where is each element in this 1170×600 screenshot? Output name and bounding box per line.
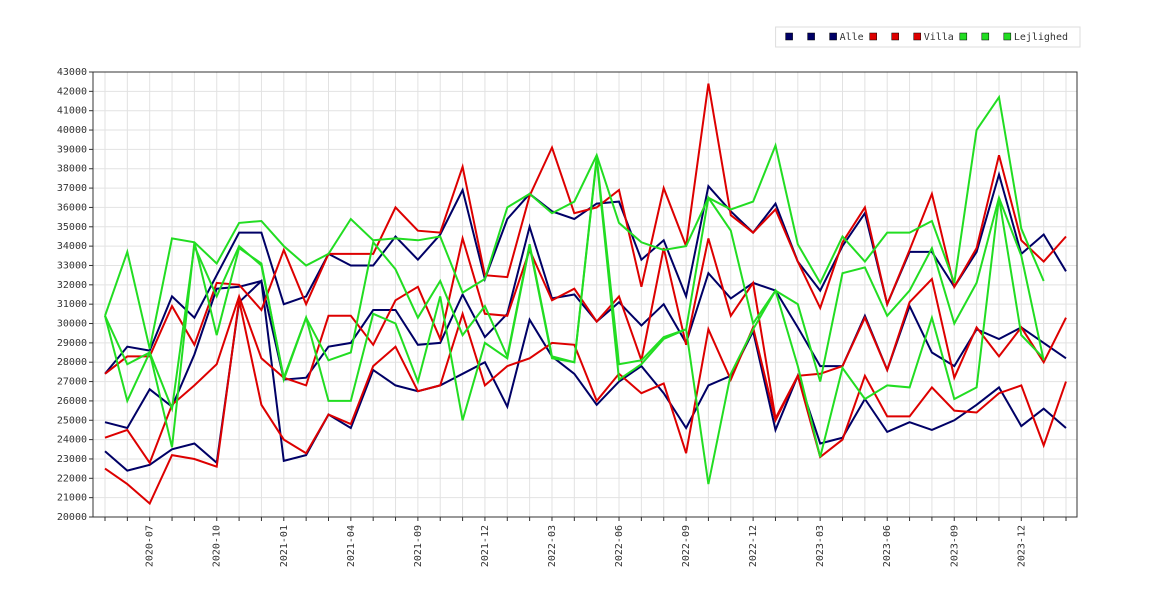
y-tick-label: 31000 <box>57 299 87 310</box>
y-tick-label: 20000 <box>57 512 87 523</box>
y-tick-label: 34000 <box>57 241 87 252</box>
series-line <box>104 234 1067 465</box>
y-tick-label: 33000 <box>57 260 87 271</box>
y-tick-label: 24000 <box>57 435 87 446</box>
series-line <box>104 83 1067 375</box>
series-line <box>104 94 1045 349</box>
x-tick-label: 2023-12 <box>1016 525 1027 567</box>
y-tick-label: 37000 <box>57 183 87 194</box>
y-tick-label: 21000 <box>57 493 87 504</box>
y-tick-label: 29000 <box>57 338 87 349</box>
legend-label: Alle <box>840 32 864 43</box>
x-tick-label: 2021-09 <box>413 525 424 567</box>
y-tick-label: 30000 <box>57 319 87 330</box>
x-tick-label: 2020-07 <box>145 525 156 567</box>
x-tick-label: 2021-04 <box>346 525 357 567</box>
x-tick-label: 2023-03 <box>815 525 826 567</box>
y-tick-label: 23000 <box>57 454 87 465</box>
y-tick-label: 36000 <box>57 202 87 213</box>
x-tick-label: 2023-09 <box>949 525 960 567</box>
legend-swatch <box>981 32 990 41</box>
legend-swatch <box>1003 32 1012 41</box>
legend-swatch <box>869 32 877 41</box>
y-tick-label: 22000 <box>57 473 87 484</box>
x-tick-label: 2020-10 <box>212 525 223 567</box>
series-line <box>104 300 1067 506</box>
x-tick-label: 2021-01 <box>279 525 290 567</box>
x-tick-label: 2023-06 <box>882 525 893 567</box>
y-tick-label: 39000 <box>57 144 87 155</box>
y-tick-label: 40000 <box>57 125 87 136</box>
plot-frame <box>92 71 1078 518</box>
series-line <box>104 158 1045 485</box>
y-tick-label: 27000 <box>57 377 87 388</box>
legend-swatch <box>829 32 837 41</box>
legend-swatch <box>913 32 921 41</box>
y-tick-label: 28000 <box>57 357 87 368</box>
y-tick-label: 25000 <box>57 415 87 426</box>
x-tick-label: 2022-12 <box>748 525 759 567</box>
legend-swatch <box>891 32 899 41</box>
y-tick-label: 26000 <box>57 396 87 407</box>
y-tick-label: 43000 <box>57 67 87 78</box>
legend-swatch <box>959 32 968 41</box>
legend-swatch <box>785 32 793 41</box>
y-tick-label: 41000 <box>57 106 87 117</box>
legend-swatch <box>807 32 815 41</box>
y-tick-label: 32000 <box>57 280 87 291</box>
x-tick-label: 2022-03 <box>547 525 558 567</box>
y-tick-label: 42000 <box>57 86 87 97</box>
y-tick-label: 35000 <box>57 222 87 233</box>
legend-label: Lejlighed <box>1014 32 1068 43</box>
x-tick-label: 2022-09 <box>681 525 692 567</box>
x-tick-label: 2022-06 <box>614 525 625 567</box>
x-tick-label: 2021-12 <box>480 525 491 567</box>
y-tick-label: 38000 <box>57 164 87 175</box>
legend-label: Villa <box>924 32 954 43</box>
series-line <box>104 278 1067 472</box>
legend-box <box>775 26 1081 48</box>
